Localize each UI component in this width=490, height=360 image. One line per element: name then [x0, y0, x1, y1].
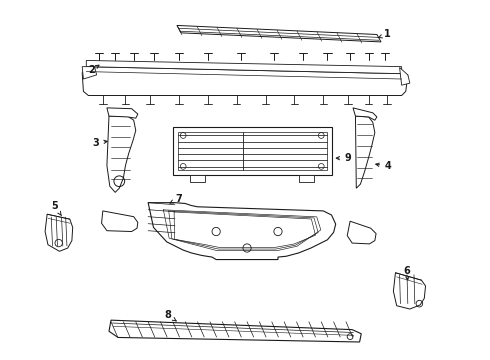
Text: 5: 5: [51, 201, 61, 216]
Polygon shape: [45, 214, 73, 251]
Polygon shape: [178, 132, 327, 170]
Text: 2: 2: [88, 65, 99, 75]
Text: 1: 1: [378, 30, 391, 40]
Text: 4: 4: [376, 161, 392, 171]
Text: 7: 7: [170, 194, 182, 203]
Polygon shape: [109, 320, 361, 342]
Polygon shape: [107, 108, 138, 118]
Polygon shape: [82, 67, 408, 95]
Polygon shape: [355, 116, 375, 188]
Text: 6: 6: [403, 266, 410, 280]
Polygon shape: [101, 211, 138, 231]
Polygon shape: [107, 116, 136, 192]
Polygon shape: [82, 67, 97, 79]
Polygon shape: [399, 67, 410, 85]
Polygon shape: [347, 221, 376, 244]
Polygon shape: [148, 203, 336, 260]
Polygon shape: [393, 273, 425, 309]
Text: 3: 3: [93, 138, 107, 148]
Polygon shape: [173, 127, 332, 175]
Polygon shape: [190, 175, 205, 182]
Polygon shape: [86, 60, 402, 74]
Polygon shape: [177, 26, 381, 42]
Text: 9: 9: [336, 153, 351, 163]
Text: 8: 8: [164, 310, 176, 321]
Polygon shape: [299, 175, 314, 182]
Polygon shape: [353, 108, 377, 120]
